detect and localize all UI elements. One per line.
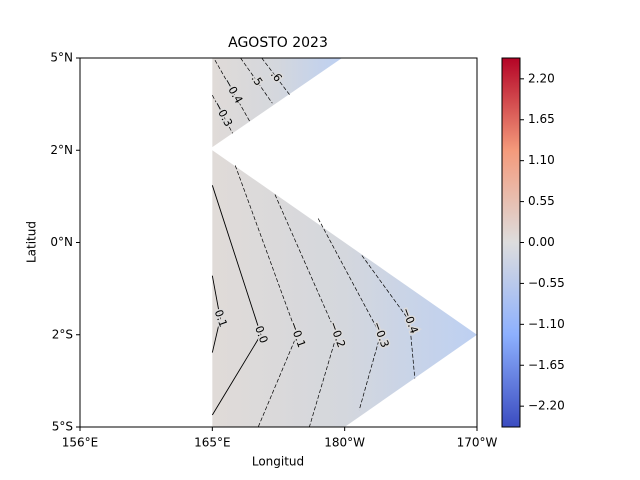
data-region	[212, 58, 343, 148]
y-tick-label: 5°S	[52, 420, 73, 434]
x-tick-label: 170°W	[457, 436, 498, 450]
colorbar-tick-label: −1.10	[528, 317, 565, 331]
x-tick-label: 156°E	[62, 436, 99, 450]
x-tick-label: 165°E	[194, 436, 231, 450]
contour-line	[361, 255, 416, 379]
y-tick-label: 2°S	[52, 327, 73, 341]
contour-line	[274, 194, 338, 428]
x-axis-label: Longitud	[252, 455, 304, 469]
y-tick-label: 0°N	[50, 235, 73, 249]
contour-line	[234, 165, 298, 428]
colorbar	[501, 57, 521, 428]
contour-line	[261, 57, 291, 96]
contour-line	[211, 185, 262, 416]
contour-line	[211, 275, 221, 353]
colorbar-tick-label: −1.65	[528, 358, 565, 372]
colorbar-tick-label: 0.00	[528, 235, 555, 249]
colorbar-tick-label: 1.65	[528, 112, 555, 126]
colorbar-tick-label: −0.55	[528, 276, 565, 290]
plot-area: 0.10.0 −0.1 −0.2 −0.3 −0.4−0.3−0.4.5.6	[209, 57, 478, 428]
colorbar-tick-label: −2.20	[528, 399, 565, 413]
x-tick-label: 180°W	[324, 436, 365, 450]
data-region	[212, 150, 478, 427]
colorbar-tick-label: 0.55	[528, 194, 555, 208]
y-axis-label: Latitud	[25, 221, 39, 263]
y-tick-label: 2°N	[50, 143, 73, 157]
contour-line	[212, 95, 233, 134]
colorbar-tick-label: 2.20	[528, 71, 555, 85]
y-tick-label: 5°N	[50, 51, 73, 65]
contour-line	[240, 57, 273, 104]
colorbar-tick-label: 1.10	[528, 153, 555, 167]
chart-title: AGOSTO 2023	[228, 35, 328, 51]
contour-line	[317, 218, 381, 411]
